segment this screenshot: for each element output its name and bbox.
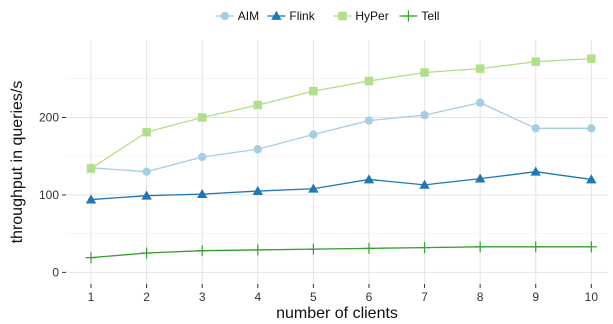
x-tick-label-3: 4 [254, 290, 261, 304]
plot-background [66, 40, 608, 284]
legend: AIM Flink HyPer Tell [215, 9, 439, 23]
point-flink-10 [586, 174, 597, 184]
point-flink-7 [419, 179, 430, 189]
legend-item-flink: Flink [267, 9, 316, 23]
x-tick-label-7: 8 [477, 290, 484, 304]
legend-marker-hyper [338, 11, 347, 21]
point-tell-5 [307, 243, 319, 255]
x-tick-label-1: 2 [143, 290, 150, 304]
point-tell-10 [585, 241, 597, 253]
point-aim-3 [197, 152, 207, 162]
x-axis-title: number of clients [276, 305, 398, 322]
point-hyper-10 [587, 54, 596, 63]
point-hyper-5 [309, 86, 318, 96]
x-tick-label-2: 3 [199, 290, 206, 304]
legend-item-hyper: HyPer [333, 9, 389, 23]
series-flink [85, 166, 597, 204]
point-flink-9 [530, 166, 541, 176]
legend-marker-tell [402, 10, 414, 22]
point-tell-1 [85, 252, 97, 264]
point-flink-6 [363, 174, 375, 184]
point-tell-4 [252, 244, 264, 256]
legend-label-flink: Flink [289, 9, 315, 23]
point-aim-8 [475, 98, 485, 107]
x-axis: 1 2 3 4 5 6 7 8 9 10 [88, 284, 599, 304]
point-aim-5 [309, 130, 318, 139]
point-flink-8 [474, 173, 486, 183]
point-tell-6 [363, 242, 375, 254]
series-line-aim [90, 102, 592, 173]
point-flink-5 [308, 183, 319, 193]
y-axis: 0 100 200 [39, 110, 66, 279]
x-tick-label-5: 6 [366, 290, 373, 304]
legend-label-tell: Tell [421, 9, 439, 23]
series-layer [85, 54, 597, 264]
point-hyper-4 [253, 100, 263, 110]
point-hyper-8 [475, 64, 485, 73]
point-aim-6 [364, 116, 374, 125]
y-tick-label-1: 100 [39, 188, 59, 202]
point-hyper-2 [142, 127, 151, 137]
series-tell [85, 241, 597, 264]
legend-marker-flink [271, 10, 282, 20]
legend-marker-aim [220, 11, 229, 21]
point-tell-3 [196, 245, 208, 257]
point-hyper-9 [531, 57, 540, 66]
x-tick-label-6: 7 [421, 290, 428, 304]
x-tick-label-9: 10 [585, 290, 599, 304]
series-aim [86, 98, 596, 176]
point-hyper-7 [420, 68, 429, 77]
point-aim-4 [253, 145, 262, 154]
x-tick-label-4: 5 [310, 290, 317, 304]
point-hyper-3 [197, 113, 207, 122]
point-tell-7 [419, 242, 431, 254]
point-tell-8 [474, 241, 486, 253]
legend-item-tell: Tell [399, 9, 439, 23]
series-hyper [86, 54, 596, 173]
y-tick-label-2: 200 [39, 110, 59, 124]
legend-label-hyper: HyPer [355, 9, 388, 23]
point-aim-9 [531, 124, 540, 133]
point-hyper-6 [364, 76, 374, 86]
legend-item-aim: AIM [215, 9, 259, 23]
plot-panel [66, 40, 608, 284]
point-aim-7 [420, 110, 429, 120]
x-tick-label-0: 1 [88, 290, 95, 304]
point-aim-10 [587, 124, 596, 133]
series-line-tell [90, 246, 592, 259]
point-tell-2 [141, 247, 153, 259]
legend-label-aim: AIM [238, 9, 259, 23]
series-line-hyper [90, 57, 592, 170]
series-line-flink [90, 171, 592, 201]
point-flink-2 [141, 190, 152, 200]
point-flink-3 [196, 188, 208, 199]
y-tick-label-0: 0 [52, 265, 59, 279]
point-flink-1 [85, 194, 97, 204]
point-tell-9 [530, 241, 542, 253]
point-hyper-1 [86, 164, 96, 173]
x-tick-label-8: 9 [532, 290, 539, 304]
point-aim-2 [142, 167, 151, 176]
y-axis-title: throughput in queries/s [9, 81, 26, 244]
point-flink-4 [252, 185, 263, 195]
